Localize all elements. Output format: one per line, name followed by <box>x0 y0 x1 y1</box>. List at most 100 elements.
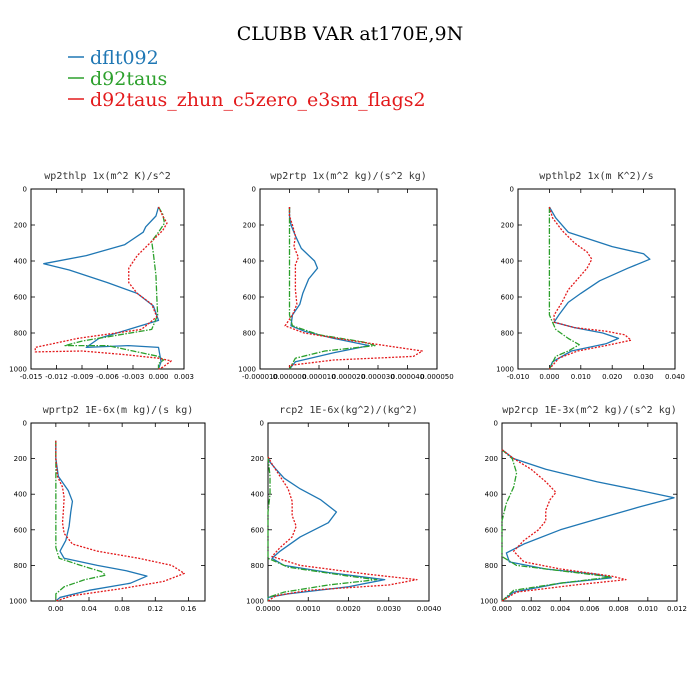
x-tick-label: 0.000 <box>539 373 559 381</box>
panel-title: wprtp2 1E-6x(m kg)/(s kg) <box>43 405 194 416</box>
y-tick-label: 200 <box>14 455 27 463</box>
series-line-dflt092 <box>548 206 651 370</box>
x-tick-label: 0.008 <box>609 605 629 613</box>
y-tick-label: 400 <box>485 491 498 499</box>
x-tick-label: 0.000010 <box>302 373 335 381</box>
legend-label-d92taus-zhun: d92taus_zhun_c5zero_e3sm_flags2 <box>90 89 426 111</box>
x-tick-label: -0.015 <box>20 373 43 381</box>
x-tick-label: 0.004 <box>550 605 571 613</box>
x-tick-label: 0.12 <box>147 605 163 613</box>
panel-2: wpthlp2 1x(m K^2)/s 0 200 400 600 800 1000-0.0… <box>496 171 685 381</box>
y-tick-label: 400 <box>251 491 264 499</box>
y-tick-label: 200 <box>485 455 498 463</box>
series-line-dflt092 <box>267 456 386 601</box>
x-tick-label: 0.00 <box>48 605 64 613</box>
x-tick-label: 0.006 <box>579 605 600 613</box>
y-tick-label: 200 <box>243 222 256 230</box>
x-tick-label: 0.020 <box>602 373 622 381</box>
x-tick-label: 0.000050 <box>420 373 453 381</box>
series-line-d92taus <box>501 449 613 602</box>
y-tick-label: 0 <box>23 186 27 194</box>
series-line-d92taus_zhun_c5zero_e3sm_flags2 <box>284 207 423 369</box>
x-tick-label: 0.0040 <box>417 605 442 613</box>
y-tick-label: 600 <box>14 294 27 302</box>
y-tick-label: 600 <box>243 294 256 302</box>
legend-label-dflt092: dflt092 <box>90 47 159 69</box>
panel-title: wp2rcp 1E-3x(m^2 kg)/(s^2 kg) <box>502 405 677 416</box>
panel-title: wpthlp2 1x(m K^2)/s <box>539 171 653 182</box>
x-tick-label: 0.000020 <box>332 373 365 381</box>
y-tick-label: 800 <box>14 330 27 338</box>
y-tick-label: 600 <box>14 526 27 534</box>
x-tick-label: 0.000040 <box>391 373 424 381</box>
x-tick-label: 0.000 <box>148 373 168 381</box>
figure-title: CLUBB VAR at170E,9N <box>237 23 463 45</box>
panel-title: wp2thlp 1x(m^2 K)/s^2 <box>44 171 170 182</box>
x-tick-label: -0.012 <box>45 373 68 381</box>
y-tick-label: 1000 <box>9 598 27 606</box>
y-tick-label: 0 <box>510 186 514 194</box>
series-line-d92taus_zhun_c5zero_e3sm_flags2 <box>55 440 185 602</box>
x-tick-label: 0.003 <box>174 373 194 381</box>
y-tick-label: 800 <box>14 562 27 570</box>
x-tick-label: 0.0000 <box>256 605 281 613</box>
y-tick-label: 800 <box>251 562 264 570</box>
x-tick-label: 0.000 <box>492 605 512 613</box>
x-tick-label: -0.010 <box>507 373 530 381</box>
panel-title: wp2rtp 1x(m^2 kg)/(s^2 kg) <box>270 171 427 182</box>
legend-entry-dflt092: dflt092 <box>68 47 159 69</box>
panel-4: rcp2 1E-6x(kg^2)/(kg^2) 0 200 400 600 800 1000… <box>246 405 441 613</box>
y-tick-label: 1000 <box>9 366 27 374</box>
panels: wp2thlp 1x(m^2 K)/s^202004006008001000-0… <box>9 171 687 613</box>
y-tick-label: 200 <box>14 222 27 230</box>
y-tick-label: 400 <box>14 258 27 266</box>
x-tick-label: -0.003 <box>122 373 145 381</box>
series-line-d92taus <box>548 207 580 370</box>
plot-frame <box>30 188 185 370</box>
x-tick-label: 0.08 <box>114 605 130 613</box>
x-tick-label: 0.0010 <box>296 605 321 613</box>
y-tick-label: 800 <box>485 562 498 570</box>
series-line-dflt092 <box>55 440 148 602</box>
x-tick-label: 0.0020 <box>336 605 361 613</box>
plot-frame <box>30 422 206 602</box>
x-tick-label: 0.040 <box>665 373 685 381</box>
panel-3: wprtp2 1E-6x(m kg)/(s kg) 0 200 400 600 800 10… <box>9 405 206 613</box>
y-tick-label: 200 <box>501 222 514 230</box>
panel-1: wp2rtp 1x(m^2 kg)/(s^2 kg) 0 200 400 600 800 1… <box>238 171 454 381</box>
y-tick-label: 0 <box>252 186 256 194</box>
x-tick-label: -0.009 <box>71 373 94 381</box>
y-tick-label: 0 <box>494 420 498 428</box>
x-tick-label: 0.0030 <box>377 605 402 613</box>
y-tick-label: 0 <box>23 420 27 428</box>
y-tick-label: 1000 <box>238 366 256 374</box>
y-tick-label: 400 <box>14 491 27 499</box>
x-tick-label: 0.002 <box>521 605 541 613</box>
x-tick-label: -0.000010 <box>242 373 278 381</box>
plot-frame <box>517 188 676 370</box>
x-tick-label: 0.16 <box>181 605 197 613</box>
x-tick-label: 0.010 <box>571 373 591 381</box>
y-tick-label: 600 <box>251 526 264 534</box>
series-line-dflt092 <box>288 207 370 370</box>
series-line-d92taus_zhun_c5zero_e3sm_flags2 <box>267 456 418 602</box>
panel-5: wp2rcp 1E-3x(m^2 kg)/(s^2 kg) 0 200 400 600 8… <box>480 405 687 613</box>
plot-frame <box>267 422 430 602</box>
series-line-d92taus <box>288 207 376 370</box>
x-tick-label: 0.000030 <box>361 373 394 381</box>
legend: dflt092 d92taus d92taus_zhun_c5zero_e3sm… <box>68 47 426 111</box>
y-tick-label: 0 <box>260 420 264 428</box>
series-line-d92taus <box>55 440 107 601</box>
y-tick-label: 1000 <box>496 366 514 374</box>
y-tick-label: 800 <box>243 330 256 338</box>
series-line-dflt092 <box>43 206 162 370</box>
y-tick-label: 400 <box>501 258 514 266</box>
series-line-d92taus <box>267 456 378 601</box>
y-tick-label: 1000 <box>246 598 264 606</box>
x-tick-label: -0.006 <box>96 373 119 381</box>
legend-entry-d92taus: d92taus <box>68 68 167 90</box>
x-tick-label: 0.04 <box>81 605 97 613</box>
legend-entry-d92taus-zhun: d92taus_zhun_c5zero_e3sm_flags2 <box>68 89 426 111</box>
panel-0: wp2thlp 1x(m^2 K)/s^202004006008001000-0… <box>9 171 194 381</box>
